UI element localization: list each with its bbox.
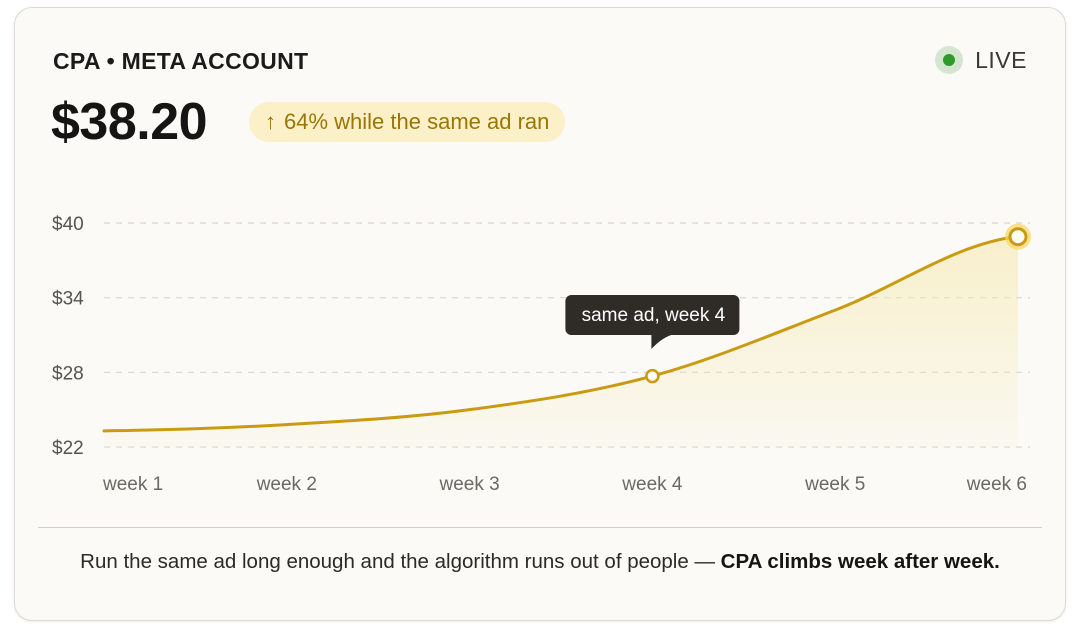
live-dot-icon bbox=[935, 46, 964, 74]
x-tick-label: week 6 bbox=[966, 474, 1027, 495]
x-tick-label: week 5 bbox=[804, 474, 865, 495]
footer-text: Run the same ad long enough and the algo… bbox=[80, 550, 721, 573]
live-label: LIVE bbox=[975, 46, 1027, 73]
live-status: LIVE bbox=[935, 46, 1027, 74]
footer-divider bbox=[38, 527, 1042, 528]
highlight-point bbox=[1008, 227, 1028, 247]
series-area bbox=[104, 236, 1018, 447]
y-tick-label: $22 bbox=[52, 438, 84, 459]
tooltip-pointer bbox=[651, 334, 675, 349]
y-tick-label: $28 bbox=[52, 363, 84, 384]
annotation-tooltip: same ad, week 4 bbox=[565, 295, 740, 349]
y-tick-label: $34 bbox=[52, 289, 84, 310]
footer-emphasis: CPA climbs week after week. bbox=[720, 550, 1000, 573]
arrow-up-icon: ↑ bbox=[265, 109, 276, 134]
tooltip-text: same ad, week 4 bbox=[582, 305, 726, 326]
change-text: 64% while the same ad ran bbox=[284, 109, 550, 134]
x-tick-label: week 1 bbox=[102, 474, 163, 495]
cpa-value: $38.20 bbox=[51, 93, 208, 151]
series-line bbox=[102, 235, 1020, 433]
change-badge: ↑ 64% while the same ad ran bbox=[249, 102, 566, 142]
tooltip-box bbox=[565, 295, 740, 335]
x-tick-label: week 2 bbox=[256, 474, 317, 495]
x-tick-label: week 3 bbox=[438, 474, 499, 495]
y-tick-label: $40 bbox=[52, 214, 84, 235]
annotated-point bbox=[645, 368, 660, 384]
card-title: CPA • META ACCOUNT bbox=[53, 48, 309, 74]
x-tick-label: week 4 bbox=[621, 474, 683, 495]
footer-caption: Run the same ad long enough and the algo… bbox=[0, 550, 1080, 574]
